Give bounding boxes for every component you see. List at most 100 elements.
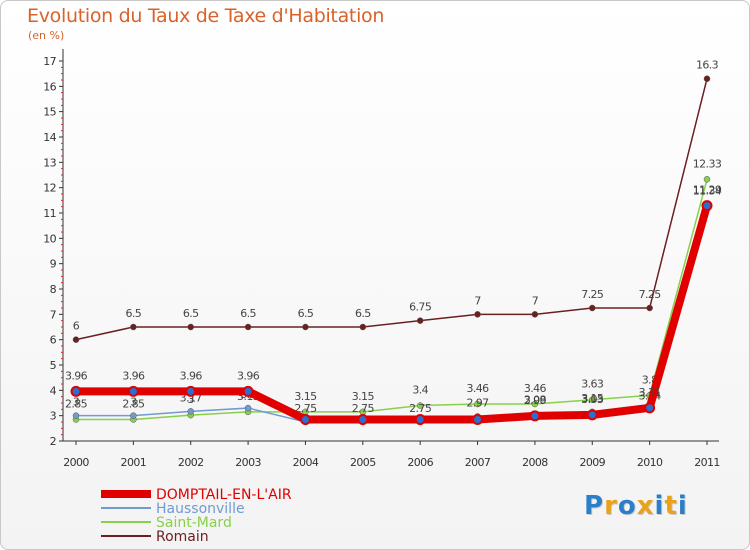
y-tick-label: 15 [43, 106, 56, 119]
y-tick-label: 6 [50, 334, 57, 347]
data-point [185, 385, 197, 397]
legend-label: Saint-Mard [156, 515, 232, 531]
data-point [474, 400, 481, 408]
y-tick-label: 11 [43, 207, 56, 220]
data-label: 11.34 [693, 184, 722, 197]
data-label: 3.96 [65, 369, 88, 382]
data-point [72, 336, 80, 343]
data-label: 6.5 [126, 307, 142, 320]
data-label: 2.99 [524, 394, 547, 407]
data-point [646, 304, 653, 312]
data-label: 3.03 [581, 393, 604, 406]
y-tick-label: 7 [50, 308, 57, 321]
data-label: 3.15 [352, 390, 375, 403]
data-label: 11.29 [693, 184, 722, 197]
legend-label: Romain [156, 529, 209, 545]
data-label: 3.63 [581, 378, 604, 391]
data-label: 6.5 [183, 307, 199, 320]
data-point [472, 413, 484, 425]
data-point [701, 200, 713, 212]
data-label: 3 [188, 393, 195, 406]
data-point [130, 323, 137, 331]
x-tick-label: 2004 [293, 456, 319, 469]
logo-letter: r [604, 491, 618, 521]
legend-label: DOMPTAIL-EN-L'AIR [156, 487, 292, 503]
data-label: 3.31 [639, 386, 661, 399]
data-label: 7 [532, 294, 539, 307]
data-point [703, 176, 711, 183]
logo-letter: o [617, 491, 637, 521]
x-tick-label: 2009 [579, 456, 605, 469]
series-line-domptail [76, 204, 711, 424]
x-tick-label: 2002 [178, 456, 204, 469]
y-tick-label: 16 [43, 80, 56, 93]
chart-title: Evolution du Taux de Taxe d'Habitation [27, 5, 385, 27]
data-label: 3.46 [466, 382, 489, 395]
data-point [529, 410, 541, 422]
data-label: 3.96 [122, 369, 145, 382]
data-label: 6.5 [298, 307, 314, 320]
data-label: 2.75 [409, 402, 432, 415]
data-label: 16.3 [696, 59, 719, 72]
y-tick-label: 8 [50, 283, 57, 296]
data-point [187, 408, 194, 415]
data-label: 2.75 [294, 402, 317, 415]
data-point [644, 402, 656, 414]
data-point [302, 323, 309, 331]
proxiti-logo: Proxiti [584, 491, 688, 521]
data-label: 3.08 [524, 394, 547, 407]
y-tick-label: 17 [43, 55, 56, 68]
logo-letter: i [654, 491, 665, 521]
data-label: 2.75 [352, 402, 375, 415]
data-label: 3 [73, 396, 80, 409]
logo-letter: i [677, 491, 688, 521]
data-label: 2.97 [466, 396, 489, 409]
data-point [244, 404, 252, 412]
x-tick-label: 2010 [637, 456, 663, 469]
data-label: 7.25 [581, 288, 604, 301]
logo-letter: t [664, 491, 678, 521]
data-label: 3.46 [524, 382, 547, 395]
x-tick-label: 2008 [522, 456, 548, 469]
data-point [414, 413, 426, 425]
x-tick-label: 2000 [63, 456, 89, 469]
logo-letter: x [636, 491, 655, 521]
data-label: 3.15 [581, 392, 604, 405]
series-line-saint-mard [76, 179, 708, 421]
x-tick-label: 2001 [121, 456, 147, 469]
data-label: 3.96 [180, 369, 203, 382]
data-point [416, 402, 424, 409]
data-point [242, 385, 254, 397]
data-point [72, 412, 80, 419]
data-label: 7.25 [639, 288, 662, 301]
data-point [531, 311, 539, 318]
data-point [531, 400, 539, 408]
data-point [416, 317, 424, 324]
x-tick-label: 2005 [350, 456, 376, 469]
chart-subtitle: (en %) [28, 29, 65, 42]
data-point [589, 304, 596, 312]
data-label: 2.85 [65, 397, 88, 410]
y-tick-label: 14 [43, 131, 56, 144]
logo-letter: P [584, 491, 605, 521]
data-label: 3.4 [412, 384, 428, 397]
y-tick-label: 2 [50, 435, 56, 448]
data-label: 3.96 [237, 369, 260, 382]
data-point [703, 75, 711, 82]
data-point [586, 409, 598, 421]
data-point [589, 396, 596, 403]
data-label: 12.33 [693, 157, 722, 170]
data-point [359, 323, 367, 331]
y-tick-label: 4 [50, 384, 57, 397]
y-tick-label: 12 [43, 182, 56, 195]
y-tick-label: 10 [43, 232, 56, 245]
data-point [357, 413, 369, 425]
y-tick-label: 3 [50, 410, 57, 423]
data-point [130, 412, 137, 419]
x-tick-label: 2011 [694, 456, 720, 469]
x-tick-label: 2007 [465, 456, 491, 469]
data-point [187, 323, 194, 331]
data-label: 6.75 [409, 301, 432, 314]
